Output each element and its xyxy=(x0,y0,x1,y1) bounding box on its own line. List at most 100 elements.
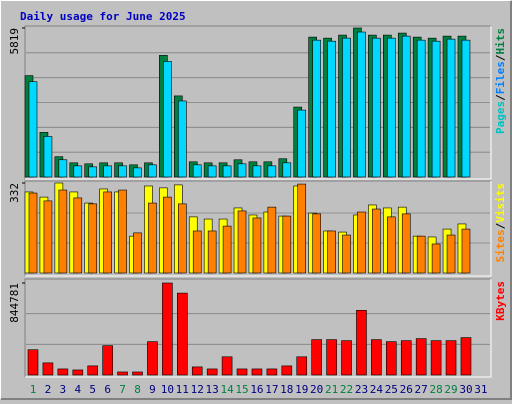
bar xyxy=(357,211,366,274)
bar xyxy=(58,189,68,274)
bar-body xyxy=(57,368,69,376)
bar-body xyxy=(446,38,456,178)
bar-body xyxy=(267,206,277,274)
x-tick-label: 2 xyxy=(45,383,52,396)
bar-body xyxy=(88,166,98,178)
bar xyxy=(401,35,411,178)
panel-bevel xyxy=(25,181,492,277)
x-tick-label: 26 xyxy=(400,383,413,396)
x-tick-label: 1 xyxy=(30,383,37,396)
chart-title: Daily usage for June 2025 xyxy=(20,10,186,23)
bar-body xyxy=(206,368,218,376)
x-tick-label: 18 xyxy=(280,383,293,396)
legend-entry: Files xyxy=(494,61,507,94)
bar xyxy=(221,356,233,376)
bar xyxy=(133,232,142,274)
bar-body xyxy=(191,366,203,376)
bar-body xyxy=(43,136,53,178)
bar xyxy=(401,213,411,274)
bar xyxy=(445,340,457,376)
bar xyxy=(416,235,426,274)
bar-body xyxy=(162,282,173,376)
x-tick-label: 28 xyxy=(429,383,442,396)
bar-body xyxy=(192,230,202,274)
x-tick-label: 5 xyxy=(89,383,96,396)
bar xyxy=(207,165,217,178)
x-tick-label: 13 xyxy=(206,383,219,396)
bar-body xyxy=(102,345,113,376)
bar xyxy=(372,208,381,274)
bar-body xyxy=(327,40,336,178)
bar xyxy=(148,164,157,178)
x-tick-label: 20 xyxy=(310,383,323,396)
legend: KBytes xyxy=(494,281,507,321)
bar-body xyxy=(356,309,367,376)
bar xyxy=(222,165,232,178)
bar xyxy=(206,368,218,376)
bar-body xyxy=(326,339,337,376)
x-tick-label: 31 xyxy=(474,383,487,396)
bar xyxy=(177,292,188,376)
bar-body xyxy=(416,39,426,178)
bar xyxy=(42,362,54,376)
bar-body xyxy=(147,341,158,376)
bar-body xyxy=(251,368,263,376)
x-tick-label: 17 xyxy=(265,383,278,396)
bar xyxy=(103,165,112,178)
bar-body xyxy=(267,165,277,178)
bar xyxy=(88,166,98,178)
legend: Sites/Visits xyxy=(494,183,507,263)
bar-body xyxy=(372,208,381,274)
bar-body xyxy=(282,162,292,178)
x-tick-label: 29 xyxy=(444,383,457,396)
bar-body xyxy=(252,165,262,178)
bar xyxy=(73,165,83,178)
bar-body xyxy=(177,292,188,376)
bar xyxy=(341,340,352,376)
bar-body xyxy=(163,196,172,274)
panel-bevel xyxy=(25,26,492,180)
x-tick-label: 15 xyxy=(235,383,248,396)
bar xyxy=(372,37,381,178)
bar xyxy=(237,210,247,274)
bar xyxy=(207,230,217,274)
bar-body xyxy=(431,243,441,274)
bar-body xyxy=(43,200,53,274)
bar xyxy=(312,213,321,274)
bar xyxy=(326,339,337,376)
bar xyxy=(431,40,441,178)
bar xyxy=(327,230,336,274)
bar-body xyxy=(281,365,293,376)
bar xyxy=(357,31,366,178)
bar xyxy=(57,368,69,376)
legend-entry: Visits xyxy=(494,183,507,223)
bar-body xyxy=(372,37,381,178)
x-tick-label: 21 xyxy=(325,383,338,396)
y-tick-label: 332 xyxy=(8,183,21,203)
bar-body xyxy=(222,165,232,178)
bar xyxy=(251,368,263,376)
x-tick-label: 4 xyxy=(74,383,81,396)
bar xyxy=(431,243,441,274)
bar xyxy=(27,349,39,376)
bar-body xyxy=(28,192,38,274)
bar-body xyxy=(221,356,233,376)
bar-body xyxy=(222,225,232,274)
bar xyxy=(237,163,247,178)
bar-body xyxy=(178,100,187,178)
bar xyxy=(88,203,98,274)
bar-body xyxy=(445,340,457,376)
x-tick-label: 16 xyxy=(250,383,263,396)
bar-body xyxy=(461,228,471,274)
bar-body xyxy=(133,167,142,178)
bar xyxy=(342,37,351,178)
legend-entry: / xyxy=(494,222,507,229)
bar xyxy=(222,225,232,274)
bar xyxy=(446,38,456,178)
bar xyxy=(461,39,471,178)
bar-body xyxy=(28,81,38,178)
bar-body xyxy=(416,235,426,274)
bar-body xyxy=(387,216,396,274)
bar xyxy=(43,200,53,274)
bar xyxy=(282,215,292,274)
